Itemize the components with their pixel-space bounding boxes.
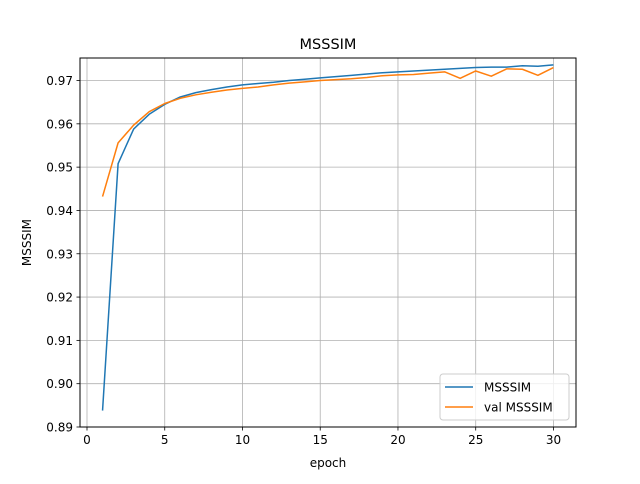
chart-title: MSSSIM xyxy=(300,37,357,53)
series-lines xyxy=(101,64,554,411)
plot-frame xyxy=(79,57,577,428)
series-line-val-msssim xyxy=(101,66,554,197)
y-tick-label: 0.89 xyxy=(46,421,73,435)
legend-label: MSSSIM xyxy=(484,381,531,395)
x-axis-label: epoch xyxy=(310,456,347,470)
y-tick-label: 0.97 xyxy=(46,74,73,88)
x-tick-label: 10 xyxy=(235,433,250,447)
x-tick-label: 5 xyxy=(161,433,169,447)
y-tick-label: 0.91 xyxy=(46,334,73,348)
y-tick-label: 0.94 xyxy=(46,204,73,218)
y-tick-label: 0.93 xyxy=(46,247,73,261)
axis-ticks: 0 5 10 15 20 25 30 0.89 0.90 0.91 0.92 0.93 0.94 0.95… xyxy=(46,74,561,447)
legend-label: val MSSSIM xyxy=(484,401,553,415)
y-axis-label: MSSSIM xyxy=(20,219,34,266)
y-tick-label: 0.92 xyxy=(46,291,73,305)
x-tick-label: 30 xyxy=(546,433,561,447)
grid xyxy=(80,58,576,428)
x-tick-label: 0 xyxy=(83,433,91,447)
y-tick-label: 0.90 xyxy=(46,377,73,391)
x-tick-label: 20 xyxy=(390,433,405,447)
x-tick-label: 15 xyxy=(313,433,328,447)
series-line-msssim xyxy=(101,64,554,411)
legend-box xyxy=(439,373,570,421)
y-tick-label: 0.95 xyxy=(46,161,73,175)
x-tick-label: 25 xyxy=(468,433,483,447)
legend: MSSSIM val MSSSIM xyxy=(439,373,570,421)
y-tick-label: 0.96 xyxy=(46,117,73,131)
